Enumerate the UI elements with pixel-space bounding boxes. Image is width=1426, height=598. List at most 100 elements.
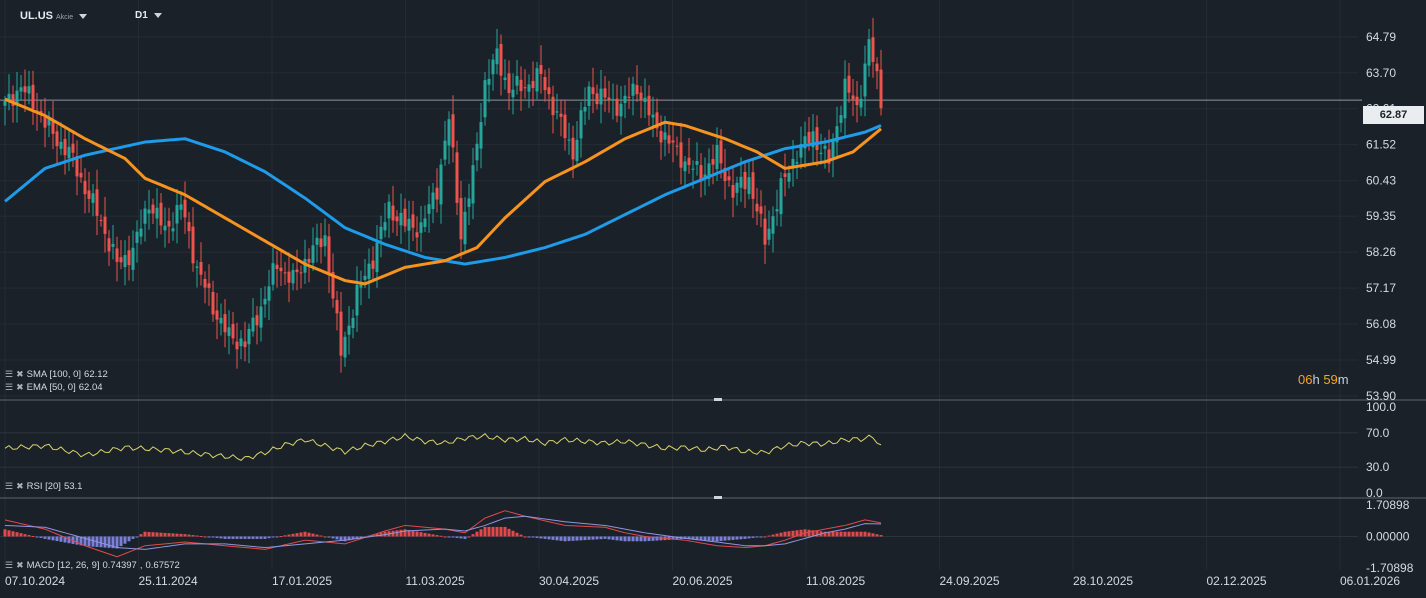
legend-macd[interactable]: ☰ ✖ MACD [12, 26, 9] 0.74397, 0.67572 xyxy=(5,560,180,571)
macd-histogram-bar xyxy=(603,536,607,539)
candle-body xyxy=(359,282,363,288)
macd-histogram-bar xyxy=(579,536,583,541)
macd-histogram-bar xyxy=(715,536,719,542)
interval-selector[interactable]: D1 xyxy=(135,10,162,21)
symbol-selector[interactable]: UL.US Akcie xyxy=(20,10,88,22)
macd-histogram-bar xyxy=(219,536,223,539)
list-icon[interactable]: ☰ xyxy=(5,481,14,491)
macd-histogram-bar xyxy=(331,536,335,539)
macd-histogram-bar xyxy=(359,536,363,538)
candle-body xyxy=(467,198,471,207)
time-tick-label: 28.10.2025 xyxy=(1073,574,1133,588)
close-icon[interactable]: ✖ xyxy=(16,369,24,379)
legend-ema[interactable]: ☰ ✖ EMA [50, 0] 62.04 xyxy=(5,382,103,393)
candle-body xyxy=(587,86,591,107)
price-tick-label: 61.52 xyxy=(1366,138,1396,152)
macd-histogram-bar xyxy=(439,535,443,537)
macd-histogram-bar xyxy=(443,536,447,538)
macd-histogram-bar xyxy=(567,536,571,542)
candle-body xyxy=(651,114,655,118)
candle-body xyxy=(51,120,55,134)
macd-histogram-bar xyxy=(211,536,215,538)
macd-histogram-bar xyxy=(599,536,603,540)
candle-body xyxy=(67,146,71,159)
candle-body xyxy=(679,142,683,168)
macd-histogram-bar xyxy=(499,526,503,537)
candle-body xyxy=(403,208,407,227)
candle-body xyxy=(759,206,763,214)
macd-histogram-bar xyxy=(735,536,739,540)
macd-histogram-bar xyxy=(375,533,379,537)
macd-histogram-bar xyxy=(403,529,407,537)
candle-body xyxy=(187,222,191,232)
macd-histogram-bar xyxy=(339,536,343,541)
panel-resize-handle[interactable] xyxy=(714,496,722,499)
macd-histogram-bar xyxy=(507,528,511,537)
price-tick-label: 57.17 xyxy=(1366,281,1396,295)
macd-histogram-bar xyxy=(475,531,479,537)
legend-sma[interactable]: ☰ ✖ SMA [100, 0] 62.12 xyxy=(5,369,108,380)
macd-histogram-bar xyxy=(291,533,295,537)
candle-body xyxy=(291,270,295,284)
list-icon[interactable]: ☰ xyxy=(5,369,14,379)
macd-histogram-bar xyxy=(295,533,299,537)
macd-histogram-bar xyxy=(303,531,307,537)
candle-body xyxy=(575,139,579,161)
macd-histogram-bar xyxy=(347,536,351,541)
candle-body xyxy=(7,93,11,101)
candle-body xyxy=(619,103,623,117)
macd-histogram-bar xyxy=(131,536,135,539)
list-icon[interactable]: ☰ xyxy=(5,382,14,392)
macd-histogram-bar xyxy=(675,536,679,540)
macd-histogram-bar xyxy=(351,536,355,540)
candle-body xyxy=(115,248,119,262)
candle-body xyxy=(871,37,875,62)
candle-body xyxy=(459,197,463,240)
macd-histogram-bar xyxy=(863,531,867,537)
macd-histogram-bar xyxy=(47,536,51,540)
macd-histogram-bar xyxy=(43,536,47,539)
macd-histogram-bar xyxy=(503,526,507,537)
candle-body xyxy=(659,130,663,143)
candle-body xyxy=(591,87,595,95)
close-icon[interactable]: ✖ xyxy=(16,481,24,491)
candle-body xyxy=(775,209,779,212)
macd-histogram-bar xyxy=(203,536,207,538)
candle-body xyxy=(367,263,371,279)
candle-body xyxy=(175,205,179,224)
panel-resize-handle[interactable] xyxy=(714,398,722,401)
candle-body xyxy=(139,228,143,237)
macd-histogram-bar xyxy=(811,530,815,537)
candle-body xyxy=(111,243,115,247)
macd-histogram-bar xyxy=(595,536,599,540)
candle-body xyxy=(399,212,403,226)
candle-body xyxy=(283,272,287,274)
list-icon[interactable]: ☰ xyxy=(5,560,14,570)
instrument-type: Akcie xyxy=(56,14,74,21)
ema-line xyxy=(4,97,882,286)
macd-histogram-bar xyxy=(831,531,835,537)
macd-histogram-bar xyxy=(859,531,863,537)
macd-histogram-bar xyxy=(575,536,579,541)
macd-histogram-bar xyxy=(251,536,255,539)
close-icon[interactable]: ✖ xyxy=(16,382,24,392)
chevron-down-icon xyxy=(79,13,88,19)
candle-body xyxy=(811,131,815,148)
macd-histogram-bar xyxy=(495,526,499,537)
macd-histogram-bar xyxy=(319,535,323,537)
macd-tick-label: 1.70898 xyxy=(1366,498,1410,512)
macd-histogram-bar xyxy=(539,536,543,539)
time-tick-label: 11.08.2025 xyxy=(806,574,865,588)
macd-histogram-bar xyxy=(527,536,531,538)
candle-body xyxy=(151,204,155,214)
candle-body xyxy=(615,98,619,116)
candle-body xyxy=(803,136,807,149)
macd-histogram-bar xyxy=(571,536,575,541)
close-icon[interactable]: ✖ xyxy=(16,560,24,570)
macd-histogram-bar xyxy=(355,536,359,539)
candle-body xyxy=(411,214,415,228)
legend-rsi[interactable]: ☰ ✖ RSI [20] 53.1 xyxy=(5,481,82,492)
macd-histogram-bar xyxy=(615,536,619,541)
sma-line xyxy=(4,124,882,266)
